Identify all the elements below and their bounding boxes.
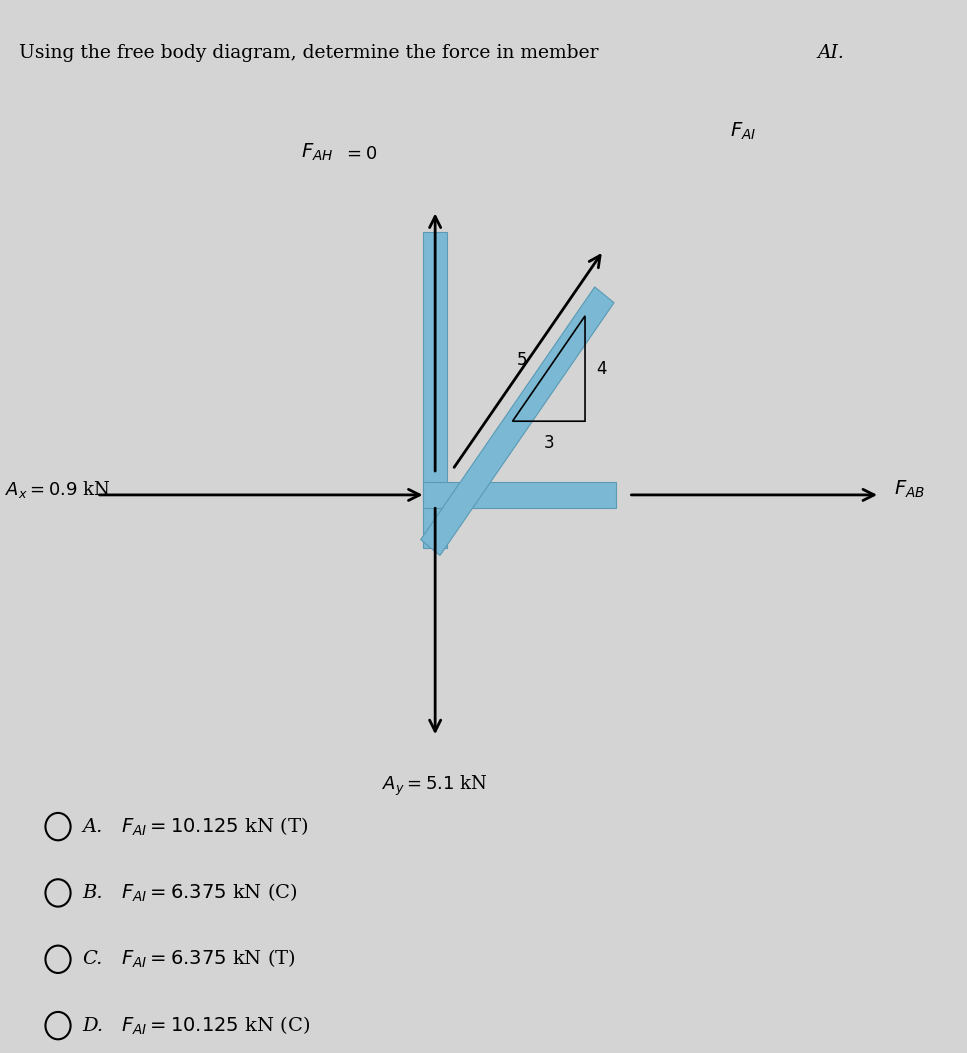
Text: AI.: AI. xyxy=(817,44,844,62)
Text: $F_{AI} = 6.375$ kN (T): $F_{AI} = 6.375$ kN (T) xyxy=(121,948,296,971)
Text: $A_x = 0.9$ kN: $A_x = 0.9$ kN xyxy=(5,479,110,500)
Bar xyxy=(424,232,447,548)
Polygon shape xyxy=(421,287,614,556)
Text: D.: D. xyxy=(82,1016,103,1035)
Text: C.: C. xyxy=(82,950,103,969)
Text: $= 0$: $= 0$ xyxy=(343,145,377,163)
Text: 3: 3 xyxy=(543,434,554,452)
Text: Using the free body diagram, determine the force in member: Using the free body diagram, determine t… xyxy=(19,44,604,62)
Text: $F_{AI}$: $F_{AI}$ xyxy=(730,121,756,142)
Text: A.: A. xyxy=(82,817,103,836)
Text: $F_{AB}$: $F_{AB}$ xyxy=(894,479,925,500)
Text: B.: B. xyxy=(82,883,103,902)
Text: $A_y = 5.1$ kN: $A_y = 5.1$ kN xyxy=(382,774,488,798)
Text: $F_{AI} = 10.125$ kN (C): $F_{AI} = 10.125$ kN (C) xyxy=(121,1014,310,1037)
Text: 5: 5 xyxy=(517,351,528,370)
Text: $F_{AI} = 6.375$ kN (C): $F_{AI} = 6.375$ kN (C) xyxy=(121,881,298,905)
Bar xyxy=(424,481,617,508)
Text: 4: 4 xyxy=(597,359,607,378)
Text: $F_{AH}$: $F_{AH}$ xyxy=(301,142,334,163)
Text: $F_{AI} = 10.125$ kN (T): $F_{AI} = 10.125$ kN (T) xyxy=(121,815,308,838)
